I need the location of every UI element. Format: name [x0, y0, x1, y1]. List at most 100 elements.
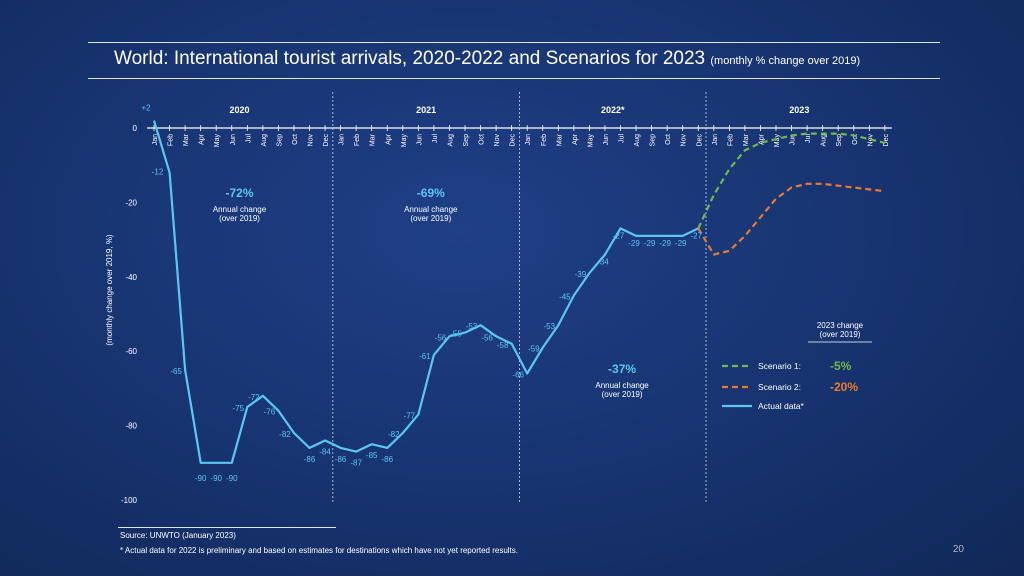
data-label: -34 — [597, 257, 609, 266]
data-label: -53 — [466, 322, 478, 331]
month-label: Apr — [572, 133, 579, 145]
month-label: May — [774, 134, 781, 148]
month-label: Dec — [696, 134, 703, 147]
data-label: -56 — [435, 333, 447, 342]
legend-scenario-2-change: -20% — [830, 380, 858, 394]
title-top-rule — [88, 42, 940, 43]
y-tick-label: -40 — [125, 273, 137, 282]
month-label: Jan — [525, 134, 532, 145]
y-tick-label: -60 — [125, 347, 137, 356]
chart-title-subtitle: (monthly % change over 2019) — [710, 55, 861, 67]
month-label: Jan — [712, 134, 719, 145]
year-label: 2022* — [601, 105, 625, 115]
month-label: Dec — [323, 134, 330, 147]
data-label: -90 — [226, 474, 238, 483]
data-label: -82 — [388, 430, 400, 439]
month-label: Sep — [836, 134, 843, 147]
data-label: -29 — [644, 239, 656, 248]
legend-scenario-1-label: Scenario 1: — [758, 361, 801, 371]
annual-change-label: Annual change — [595, 381, 649, 390]
month-label: Jun — [230, 134, 237, 145]
legend-actual-label: Actual data* — [758, 401, 805, 411]
y-tick-label: -80 — [125, 422, 137, 431]
month-label: Nov — [308, 134, 315, 147]
data-label: -90 — [195, 474, 207, 483]
month-label: Jul — [619, 134, 626, 143]
month-label: Feb — [168, 134, 175, 146]
data-label: -86 — [304, 455, 316, 464]
data-label: -86 — [335, 455, 347, 464]
month-label: Mar — [743, 133, 750, 146]
data-label: -61 — [419, 352, 431, 361]
year-label: 2020 — [230, 105, 250, 115]
data-label: +2 — [141, 104, 151, 113]
data-label: -39 — [575, 270, 587, 279]
month-label: Jan — [339, 134, 346, 145]
title-bottom-rule — [88, 78, 940, 79]
chart-title: World: International tourist arrivals, 2… — [114, 48, 940, 70]
annual-change-value: -72% — [226, 186, 254, 200]
data-label: -77 — [404, 411, 416, 420]
data-label: -27 — [613, 231, 625, 240]
y-axis-label: (monthly change over 2019, %) — [105, 234, 114, 346]
annual-change-value: -69% — [417, 186, 445, 200]
y-tick-label: -20 — [125, 198, 137, 207]
data-label: -90 — [210, 474, 222, 483]
data-label: -56 — [481, 333, 493, 342]
data-label: -29 — [659, 239, 671, 248]
month-label: Oct — [665, 134, 672, 145]
legend-heading-sub: (over 2019) — [820, 330, 861, 339]
data-label: -75 — [233, 404, 245, 413]
month-label: Mar — [370, 133, 377, 146]
month-label: Aug — [261, 134, 268, 147]
month-label: Dec — [883, 134, 890, 147]
month-label: Jul — [805, 134, 812, 143]
scenario-2-line — [697, 182, 886, 256]
month-label: Nov — [494, 134, 501, 147]
annual-change-label: Annual change — [404, 205, 458, 214]
data-label: -87 — [350, 459, 362, 468]
data-label: -76 — [264, 408, 276, 417]
month-label: Feb — [354, 134, 361, 146]
data-label: -55 — [450, 330, 462, 339]
month-label: Apr — [385, 133, 392, 145]
actual-data-line — [152, 120, 699, 464]
data-label: -66 — [512, 371, 524, 380]
month-label: Aug — [634, 134, 641, 147]
data-label: -85 — [366, 451, 378, 460]
legend-scenario-1-change: -5% — [830, 359, 852, 373]
month-label: Dec — [510, 134, 517, 147]
month-label: Apr — [758, 133, 765, 145]
legend-heading: 2023 change — [817, 321, 864, 330]
chart-title-main: World: International tourist arrivals, 2… — [114, 48, 706, 69]
month-label: Apr — [199, 133, 206, 145]
annual-change-sub: (over 2019) — [602, 390, 643, 399]
footnote: * Actual data for 2022 is preliminary an… — [120, 546, 518, 555]
legend-scenario-2-label: Scenario 2: — [758, 382, 801, 392]
data-label: -12 — [152, 168, 164, 177]
data-label: -65 — [170, 367, 182, 376]
month-label: Aug — [447, 134, 454, 147]
data-label: -82 — [279, 430, 291, 439]
month-label: Jul — [432, 134, 439, 143]
month-label: Jul — [245, 134, 252, 143]
data-label: -29 — [628, 239, 640, 248]
month-label: Sep — [650, 134, 657, 147]
data-label: -59 — [528, 344, 540, 353]
annual-change-value: -37% — [608, 362, 636, 376]
month-label: Feb — [541, 134, 548, 146]
month-label: Feb — [727, 134, 734, 146]
month-label: May — [587, 134, 594, 148]
y-tick-label: -100 — [121, 496, 138, 505]
annual-change-label: Annual change — [213, 205, 267, 214]
footer-rule — [118, 527, 336, 528]
data-label: -58 — [497, 341, 509, 350]
annual-change-sub: (over 2019) — [219, 214, 260, 223]
data-label: -84 — [319, 447, 331, 456]
month-label: Oct — [479, 134, 486, 145]
page-number: 20 — [952, 544, 964, 555]
year-label: 2023 — [789, 105, 809, 115]
data-label: -72 — [248, 393, 260, 402]
data-label: -86 — [381, 455, 393, 464]
month-label: Sep — [463, 134, 470, 147]
